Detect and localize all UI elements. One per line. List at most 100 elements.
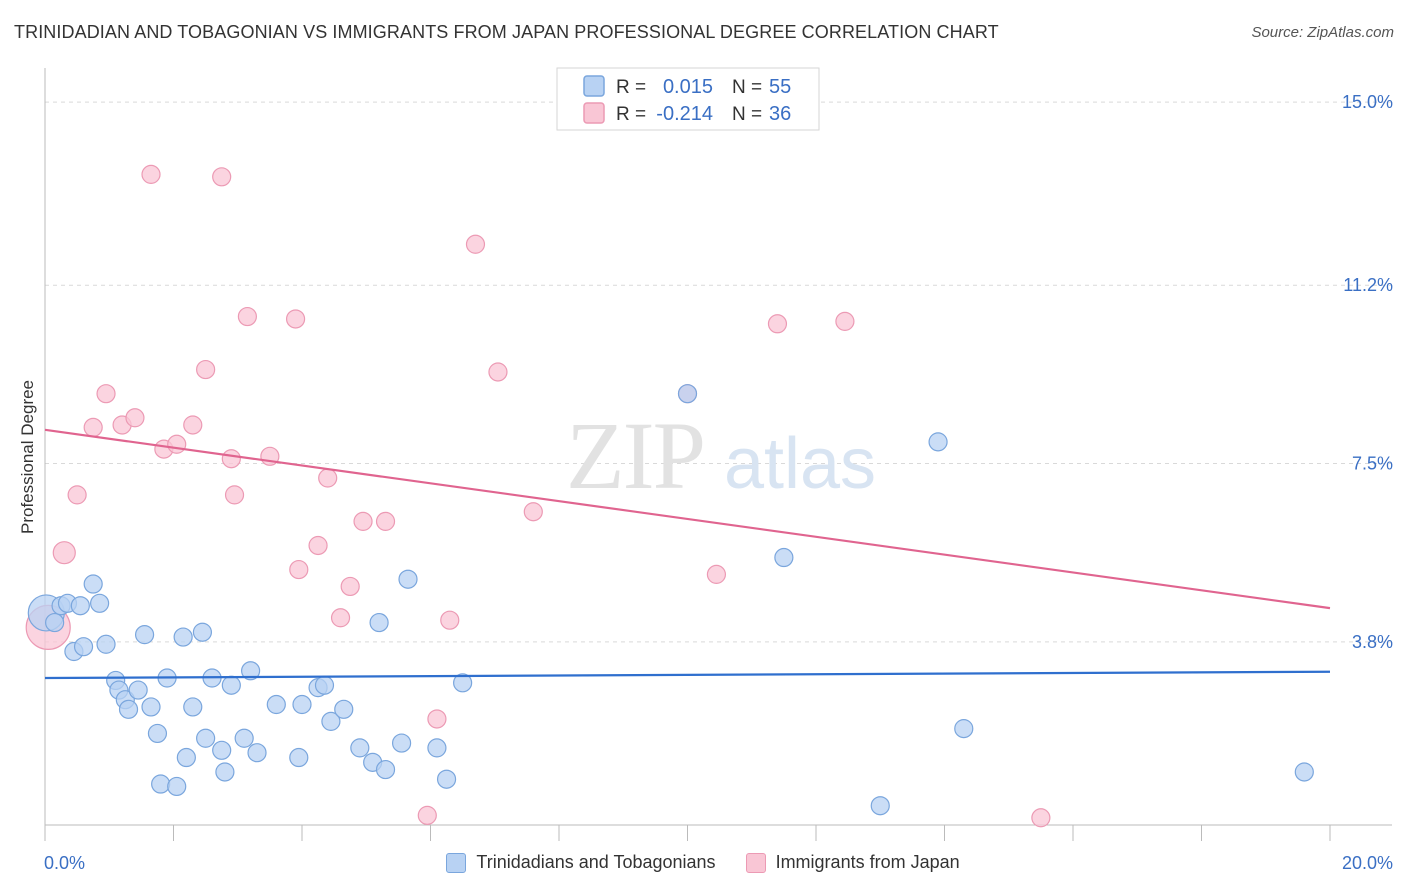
legend-item-trinidadians: Trinidadians and Tobagonians	[446, 852, 716, 873]
data-point	[141, 164, 161, 184]
data-point	[141, 697, 161, 717]
data-point	[453, 673, 473, 693]
legend-n-label: N =	[732, 77, 762, 98]
grid-lines	[45, 101, 1392, 643]
data-point	[289, 747, 309, 768]
legend-n-label: N =	[732, 104, 762, 125]
data-point	[292, 694, 312, 715]
legend-bottom: Trinidadians and Tobagonians Immigrants …	[0, 852, 1406, 873]
data-point	[369, 612, 389, 633]
legend-top: R = 0.015 N = 55 R = -0.214 N = 36	[556, 67, 820, 131]
data-point	[330, 608, 351, 628]
data-point	[221, 675, 241, 695]
axes	[44, 68, 1392, 841]
data-point	[289, 559, 309, 580]
data-point	[73, 637, 94, 657]
data-point	[241, 661, 261, 681]
legend-r-label: R =	[616, 77, 646, 98]
data-point	[196, 728, 216, 748]
legend-label-trinidadians: Trinidadians and Tobagonians	[476, 852, 716, 872]
data-point	[375, 511, 396, 531]
data-point	[83, 417, 103, 438]
trend-line-blue	[44, 670, 1331, 680]
data-point	[147, 723, 168, 744]
legend-swatch-pink	[583, 102, 605, 124]
data-point	[183, 415, 203, 435]
data-point	[183, 697, 203, 717]
y-tick-label: 3.8%	[1352, 632, 1393, 652]
y-tick-label: 15.0%	[1342, 92, 1393, 112]
x-tick-label: 20.0%	[1342, 853, 1393, 873]
watermark-atlas: atlas	[724, 424, 876, 504]
data-point	[928, 432, 948, 452]
data-point	[173, 627, 193, 647]
data-point	[488, 362, 508, 382]
data-point	[266, 694, 286, 715]
data-point	[523, 502, 543, 522]
data-point	[350, 738, 370, 758]
data-point	[125, 408, 145, 428]
data-point	[83, 574, 103, 594]
series-pink-points	[25, 164, 1051, 828]
data-point	[308, 535, 328, 556]
data-point	[340, 576, 360, 597]
data-point	[96, 384, 116, 404]
data-point	[96, 634, 116, 654]
legend-label-japan: Immigrants from Japan	[775, 852, 960, 872]
data-point	[212, 167, 232, 187]
data-point	[375, 759, 396, 780]
data-point	[398, 569, 418, 589]
data-point	[436, 769, 457, 789]
data-point	[167, 434, 187, 454]
data-point	[391, 733, 412, 753]
trend-lines	[44, 428, 1331, 680]
data-point	[774, 547, 794, 568]
data-point	[417, 805, 437, 825]
data-point	[353, 511, 373, 531]
trend-line-pink	[44, 428, 1331, 610]
data-point	[134, 625, 155, 645]
data-point	[45, 612, 65, 633]
data-point	[1031, 808, 1051, 828]
watermark: ZIP atlas	[566, 402, 876, 509]
data-point	[215, 762, 235, 782]
data-point	[835, 311, 855, 331]
data-point	[67, 485, 87, 505]
tick-labels: 3.8% 7.5% 11.2% 15.0% 0.0% 20.0%	[44, 92, 1393, 873]
data-point	[318, 468, 338, 488]
y-tick-label: 7.5%	[1352, 454, 1393, 474]
legend-r-label: R =	[616, 104, 646, 125]
data-point	[314, 675, 335, 695]
data-point	[427, 738, 447, 758]
data-point	[167, 776, 187, 797]
data-point	[118, 699, 139, 719]
data-point	[196, 359, 216, 380]
y-tick-label: 11.2%	[1343, 275, 1393, 295]
legend-swatch-blue	[446, 852, 467, 873]
data-point	[128, 680, 148, 700]
legend-r-value: 0.015	[663, 76, 713, 98]
legend-r-value: -0.214	[656, 103, 713, 125]
data-point	[677, 384, 698, 404]
data-point	[52, 541, 76, 565]
data-point	[70, 596, 90, 616]
data-point	[221, 449, 241, 469]
legend-swatch-blue	[583, 75, 605, 97]
data-point	[176, 747, 196, 768]
data-point	[247, 743, 267, 763]
data-point	[334, 699, 354, 719]
data-point	[1294, 762, 1314, 782]
data-point	[192, 622, 213, 642]
data-point	[427, 709, 447, 729]
data-point	[321, 711, 341, 731]
data-point	[706, 564, 727, 584]
data-point	[465, 234, 486, 254]
data-point	[954, 719, 974, 739]
data-point	[212, 740, 232, 760]
data-point	[90, 593, 110, 613]
legend-n-value: 36	[769, 103, 791, 125]
data-point	[440, 610, 460, 630]
legend-n-value: 55	[769, 76, 791, 98]
watermark-zip: ZIP	[566, 402, 704, 509]
